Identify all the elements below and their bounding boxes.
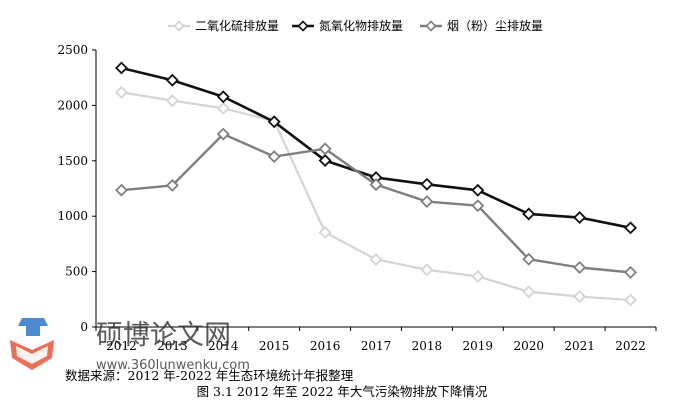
data-point (471, 183, 485, 197)
x-tick-labels: 2012 2013 2014 2015 2016 2017 2018 2019 2020 2021… (95, 327, 657, 353)
x-tick-label: 2019 (463, 339, 494, 353)
data-point (216, 90, 230, 104)
watermark-url: www.360lunwenku.com (96, 358, 250, 373)
series-2 (114, 61, 638, 235)
data-point (573, 211, 587, 225)
data-point (522, 252, 536, 266)
data-point (420, 195, 434, 209)
data-point (369, 252, 383, 266)
legend-marker (297, 20, 309, 32)
data-point (522, 207, 536, 221)
data-point (267, 150, 281, 164)
data-point (165, 178, 179, 192)
x-tick-label: 2020 (513, 339, 544, 353)
data-point (624, 265, 638, 279)
data-point (216, 127, 230, 141)
data-point (114, 183, 128, 197)
data-point (114, 61, 128, 75)
y-tick-label: 1500 (57, 154, 88, 168)
data-point (471, 199, 485, 213)
legend-label: 氮氧化物排放量 (319, 18, 403, 33)
y-tick-label: 2500 (57, 43, 88, 57)
x-tick-label: 2022 (615, 339, 646, 353)
series-line (121, 91, 631, 302)
source-note: 数据来源：2012 年-2022 年生态环境统计年报整理 (65, 368, 354, 383)
figure-caption: 图 3.1 2012 年至 2022 年大气污染物排放下降情况 (197, 384, 488, 399)
data-point (522, 285, 536, 299)
data-point (573, 290, 587, 304)
watermark-text: 硕博论文网 (96, 320, 231, 351)
x-tick-label: 2014 (208, 339, 239, 353)
x-tick-label: 2012 (106, 339, 137, 353)
data-point (165, 73, 179, 87)
data-point (624, 221, 638, 235)
series-3 (114, 127, 638, 279)
x-tick-label: 2021 (564, 339, 595, 353)
data-point (420, 263, 434, 277)
legend: 二氧化硫排放量 氮氧化物排放量 烟（粉）尘排放量 (168, 18, 543, 33)
legend-item-2: 氮氧化物排放量 (292, 18, 403, 33)
x-tick-label: 2018 (412, 339, 443, 353)
watermark-logo (10, 318, 54, 370)
legend-marker (173, 20, 185, 32)
x-tick-label: 2016 (310, 339, 341, 353)
data-point (114, 85, 128, 99)
y-tick-label: 2000 (57, 98, 88, 112)
series-layer (114, 61, 638, 307)
data-point (420, 177, 434, 191)
data-point (573, 261, 587, 274)
legend-item-1: 二氧化硫排放量 (168, 18, 279, 33)
legend-label: 二氧化硫排放量 (195, 18, 279, 33)
x-tick-label: 2017 (361, 339, 392, 353)
y-tick-label: 0 (80, 320, 88, 334)
data-point (267, 115, 281, 129)
data-point (318, 142, 332, 156)
series-line (121, 66, 631, 230)
data-point (318, 225, 332, 239)
legend-item-3: 烟（粉）尘排放量 (420, 18, 543, 33)
y-tick-labels: 0 500 1000 1500 2000 2500 (57, 43, 96, 334)
y-tick-label: 1000 (57, 209, 88, 223)
book-page-icon (16, 346, 48, 364)
legend-label: 烟（粉）尘排放量 (447, 18, 543, 33)
data-point (369, 178, 383, 192)
legend-marker (425, 20, 437, 32)
chart-axes (95, 50, 656, 328)
series-1 (114, 85, 638, 307)
data-point (624, 293, 638, 307)
x-tick-label: 2013 (157, 339, 188, 353)
series-line (121, 132, 631, 274)
graduation-cap-icon (18, 318, 48, 336)
data-point (471, 269, 485, 283)
x-tick-label: 2015 (259, 339, 290, 353)
data-point (216, 101, 230, 115)
data-point (318, 153, 332, 167)
watermark: 硕博论文网 www.360lunwenku.com (10, 318, 250, 373)
y-tick-label: 500 (65, 265, 88, 279)
data-point (165, 94, 179, 108)
